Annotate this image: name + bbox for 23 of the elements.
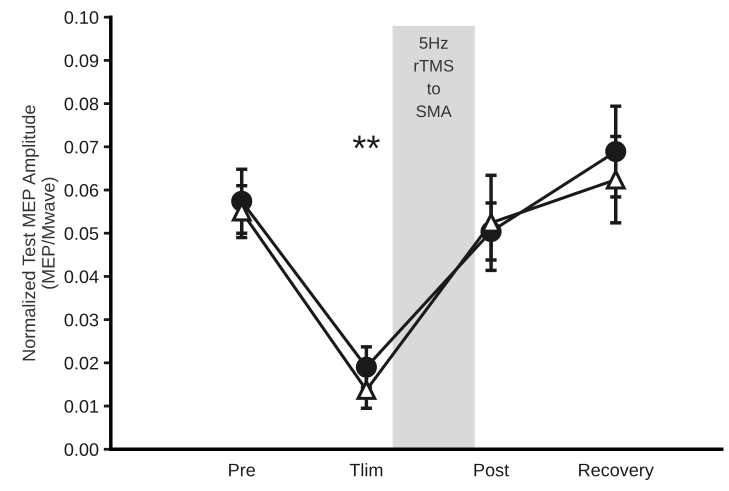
point	[481, 212, 501, 233]
point	[606, 170, 626, 190]
y-tick-label: 0.03	[64, 314, 98, 326]
y-tick-label: 0.06	[64, 184, 98, 197]
point	[356, 356, 377, 378]
y-tick-label: 0.00	[64, 443, 98, 456]
point	[605, 141, 626, 162]
x-tick-label: Post	[474, 464, 509, 476]
y-tick-label: 0.08	[64, 98, 98, 110]
y-tick-label: 0.04	[64, 270, 98, 284]
y-tick-label: 0.09	[64, 54, 98, 68]
y-tick-label: 0.01	[64, 400, 98, 413]
point	[356, 380, 376, 400]
x-tick-label: Pre	[229, 464, 255, 476]
band-label: 5Hz rTMS to SMA	[414, 37, 454, 118]
y-tick-label: 0.05	[64, 227, 98, 240]
x-tick-label: Tlim	[350, 463, 382, 476]
y-tick-label: 0.02	[64, 356, 98, 370]
x-tick-label: Recovery	[579, 464, 654, 480]
annotation: **	[352, 136, 380, 148]
y-axis-title: Normalized Test MEP Amplitude (MEP/Mwave)	[22, 105, 58, 360]
y-tick-label: 0.07	[64, 140, 98, 154]
y-tick-label: 0.10	[64, 11, 98, 24]
